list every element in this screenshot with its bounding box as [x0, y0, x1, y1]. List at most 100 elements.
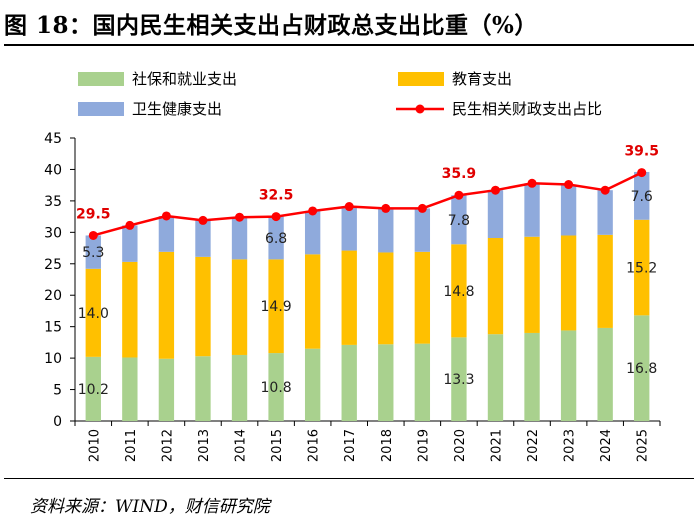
bar-social-2020	[451, 337, 467, 421]
bar-value-label: 10.2	[78, 382, 109, 398]
legend-item: 社保和就业支出	[78, 70, 237, 88]
bar-health-2013	[195, 220, 211, 257]
bar-education-2023	[560, 235, 577, 331]
bar-social-2023	[560, 330, 577, 421]
x-tick-label: 2010	[87, 429, 102, 462]
ratio-point-2019	[417, 203, 427, 213]
bar-social-2013	[195, 356, 211, 421]
bar-health-2022	[524, 183, 540, 237]
legend-item: 教育支出	[398, 70, 512, 88]
ratio-point-2018	[381, 203, 391, 213]
legend-item: 民生相关财政支出占比	[396, 100, 602, 118]
bar-social-2019	[414, 343, 431, 421]
bar-social-2016	[304, 348, 321, 421]
bar-value-label: 10.8	[261, 380, 292, 396]
x-tick-label: 2011	[124, 429, 139, 462]
bar-value-label: 16.8	[626, 361, 657, 377]
x-tick-label: 2019	[416, 429, 431, 462]
bar-labels: 10.2 14.0 5.3 10.8 14.9 6.8 13.3 14.8 7.8 16.8 15.…	[78, 189, 658, 398]
bar-value-label: 5.3	[82, 245, 104, 261]
ratio-point-2023	[564, 180, 574, 190]
bar-education-2017	[341, 250, 357, 345]
bar-education-2012	[158, 251, 175, 359]
ratio-point-2021	[490, 185, 500, 195]
bar-education-2020	[451, 244, 467, 338]
bar-health-2012	[158, 215, 175, 252]
ratio-point-2020	[454, 190, 464, 200]
y-tick-label: 20	[44, 288, 62, 304]
ratio-point-2024	[600, 185, 610, 195]
x-tick-label: 2023	[563, 429, 578, 462]
y-tick-label: 0	[53, 414, 62, 430]
x-tick-label: 2014	[234, 429, 249, 462]
bar-value-label: 7.6	[631, 189, 653, 205]
legend-swatch-health	[78, 102, 124, 116]
x-tick-label: 2020	[453, 429, 468, 462]
x-tick-label: 2022	[526, 429, 541, 462]
bar-health-2014	[231, 217, 248, 260]
source-note: 资料来源：WIND，财信研究院	[30, 497, 270, 517]
bar-social-2024	[597, 327, 613, 421]
legend-swatch-social	[78, 72, 124, 86]
x-tick-label: 2012	[160, 429, 175, 462]
ratio-point-2015	[271, 212, 281, 222]
bar-education-2014	[231, 259, 248, 355]
bar-health-2010	[85, 235, 101, 269]
x-tick-label: 2017	[343, 429, 358, 462]
ratio-value-label: 29.5	[76, 206, 111, 222]
x-tick-label: 2021	[489, 429, 504, 462]
bar-health-2021	[487, 190, 504, 238]
bar-social-2017	[341, 344, 357, 421]
bar-education-2015	[268, 259, 284, 354]
ratio-point-2014	[235, 212, 245, 222]
bars	[85, 171, 650, 421]
bar-value-label: 14.9	[261, 299, 292, 315]
ratio-value-label: 32.5	[259, 188, 294, 204]
legend-line-marker	[415, 104, 425, 114]
bar-social-2014	[231, 354, 248, 421]
bar-health-2011	[122, 225, 138, 262]
y-tick-label: 35	[44, 194, 62, 210]
bar-value-label: 13.3	[443, 372, 474, 388]
bar-value-label: 15.2	[626, 261, 657, 277]
bar-value-label: 14.8	[443, 284, 474, 300]
ratio-point-2022	[527, 178, 537, 188]
ratio-point-2025	[637, 168, 647, 178]
ratio-point-2010	[88, 230, 98, 240]
x-tick-label: 2013	[197, 429, 212, 462]
bar-social-2018	[378, 344, 394, 421]
bottom-rule	[4, 478, 694, 479]
legend-swatch-education	[398, 72, 444, 86]
figure-title: 图 18：国内民生相关支出占财政总支出比重（%）	[4, 12, 538, 39]
bar-education-2016	[304, 254, 321, 349]
title-rule	[4, 44, 694, 46]
y-tick-label: 5	[53, 383, 62, 399]
bar-health-2025	[634, 171, 650, 220]
bar-value-label: 14.0	[78, 306, 109, 322]
bar-health-2017	[341, 206, 357, 251]
bar-health-2023	[560, 184, 577, 236]
ratio-point-2016	[308, 206, 318, 216]
bar-social-2012	[158, 358, 175, 421]
y-tick-label: 25	[44, 257, 62, 273]
x-tick-label: 2025	[636, 429, 651, 462]
ratio-value-label: 35.9	[442, 166, 477, 182]
legend-label: 教育支出	[452, 70, 512, 88]
legend-label: 民生相关财政支出占比	[452, 100, 602, 118]
bar-health-2020	[451, 195, 467, 245]
bar-health-2024	[597, 190, 613, 235]
bar-education-2022	[524, 236, 540, 333]
bar-social-2025	[634, 315, 650, 421]
x-tick-label: 2024	[599, 429, 614, 462]
bar-education-2019	[414, 251, 431, 344]
legend-label: 社保和就业支出	[132, 70, 237, 88]
ratio-point-2012	[161, 211, 171, 221]
bar-value-label: 6.8	[265, 231, 287, 247]
ratio-line	[88, 168, 647, 240]
ratio-point-2013	[198, 215, 208, 225]
legend-item: 卫生健康支出	[78, 100, 222, 118]
ratio-value-label: 39.5	[624, 144, 659, 160]
y-tick-label: 10	[44, 351, 62, 367]
